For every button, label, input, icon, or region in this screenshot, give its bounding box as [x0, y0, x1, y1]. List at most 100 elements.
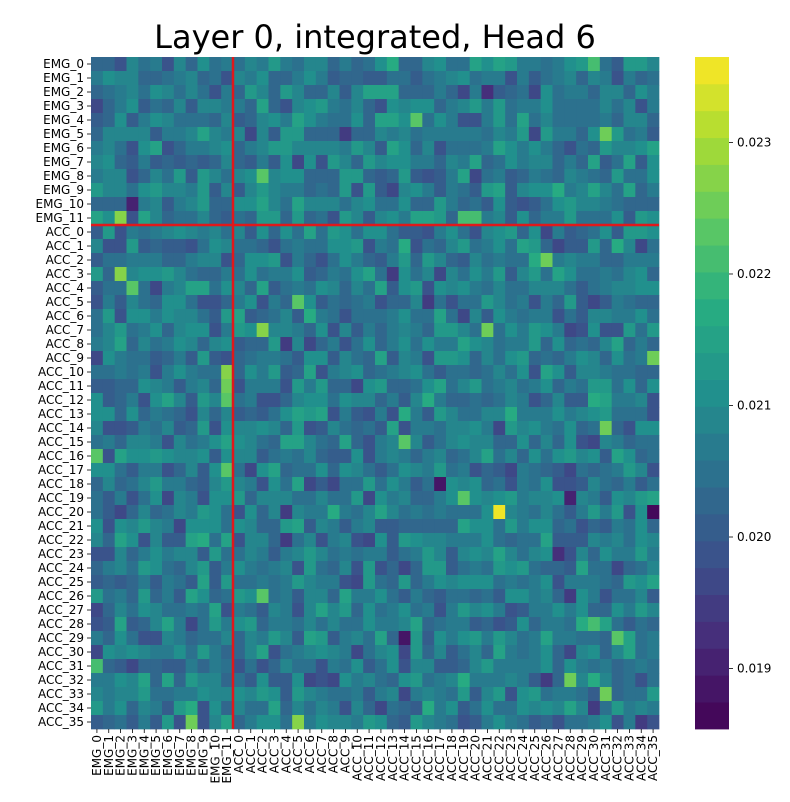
heatmap-cell — [611, 631, 624, 646]
heatmap-cell — [126, 687, 139, 702]
heatmap-cell — [339, 169, 352, 184]
heatmap-cell — [564, 645, 577, 660]
heatmap-cell — [422, 421, 435, 436]
heatmap-cell — [599, 211, 613, 226]
heatmap-cell — [576, 603, 589, 618]
heatmap-cell — [268, 253, 281, 268]
heatmap-cell — [150, 225, 163, 240]
heatmap-cell — [623, 267, 636, 282]
heatmap-cell — [457, 715, 471, 730]
heatmap-cell — [363, 169, 376, 184]
heatmap-cell — [185, 687, 198, 702]
y-tick-label: ACC_14 — [38, 421, 84, 435]
heatmap-cell — [91, 281, 104, 296]
heatmap-cell — [221, 267, 234, 282]
heatmap-cell — [576, 407, 589, 422]
heatmap-cell — [363, 183, 376, 198]
heatmap-cell — [434, 505, 447, 520]
heatmap-cell — [434, 435, 447, 450]
heatmap-cell — [351, 99, 364, 114]
heatmap-cell — [209, 533, 222, 548]
heatmap-cell — [233, 99, 246, 114]
heatmap-cell — [209, 505, 222, 520]
heatmap-cell — [256, 645, 269, 660]
heatmap-cell — [647, 57, 660, 72]
heatmap-cell — [244, 337, 258, 352]
heatmap-cell — [268, 561, 281, 576]
heatmap-cell — [588, 295, 601, 310]
heatmap-cell — [185, 603, 198, 618]
heatmap-cell — [635, 603, 648, 618]
heatmap-cell — [256, 309, 269, 324]
heatmap-cell — [611, 253, 624, 268]
heatmap-cell — [469, 155, 482, 170]
heatmap-cell — [505, 225, 518, 240]
heatmap-cell — [564, 463, 577, 478]
heatmap-cell — [339, 463, 352, 478]
heatmap-cell — [635, 505, 648, 520]
heatmap-cell — [268, 211, 281, 226]
heatmap-cell — [375, 491, 388, 506]
heatmap-cell — [244, 365, 258, 380]
heatmap-cell — [564, 407, 577, 422]
y-tick-labels: EMG_0EMG_1EMG_2EMG_3EMG_4EMG_5EMG_6EMG_7… — [35, 57, 91, 729]
heatmap-cell — [209, 295, 222, 310]
heatmap-cell — [611, 477, 624, 492]
heatmap-cell — [114, 169, 127, 184]
heatmap-cell — [315, 701, 329, 716]
heatmap-cell — [386, 379, 400, 394]
heatmap-cell — [126, 519, 139, 534]
heatmap-cell — [173, 85, 187, 100]
heatmap-cell — [386, 183, 400, 198]
heatmap-cell — [552, 491, 565, 506]
heatmap-cell — [410, 155, 423, 170]
heatmap-cell — [540, 239, 553, 254]
heatmap-cell — [244, 379, 258, 394]
heatmap-cell — [363, 659, 376, 674]
heatmap-cell — [268, 295, 281, 310]
colorbar-segment — [695, 164, 729, 192]
heatmap-cell — [292, 281, 305, 296]
heatmap-cell — [244, 71, 258, 86]
heatmap-cell — [434, 477, 447, 492]
heatmap-cell — [185, 197, 198, 212]
heatmap-cell — [611, 141, 624, 156]
heatmap-cell — [576, 113, 589, 128]
heatmap-cell — [233, 365, 246, 380]
heatmap-cell — [588, 575, 601, 590]
heatmap-cell — [327, 253, 340, 268]
heatmap-cell — [611, 225, 624, 240]
heatmap-cell — [457, 687, 471, 702]
heatmap-cell — [197, 659, 210, 674]
heatmap-cell — [386, 449, 400, 464]
heatmap-cell — [138, 631, 151, 646]
heatmap-cell — [588, 435, 601, 450]
heatmap-cell — [209, 435, 222, 450]
heatmap-cell — [505, 491, 518, 506]
heatmap-cell — [552, 351, 565, 366]
heatmap-cell — [268, 155, 281, 170]
heatmap-cell — [446, 197, 459, 212]
heatmap-cell — [351, 267, 364, 282]
heatmap-cell — [256, 561, 269, 576]
heatmap-cell — [221, 407, 234, 422]
heatmap-cell — [576, 225, 589, 240]
heatmap-cell — [363, 211, 376, 226]
heatmap-cell — [315, 631, 329, 646]
heatmap-cell — [564, 617, 577, 632]
heatmap-cell — [315, 379, 329, 394]
heatmap-cell — [185, 631, 198, 646]
heatmap-cell — [339, 71, 352, 86]
heatmap-cell — [422, 351, 435, 366]
heatmap-cell — [398, 253, 411, 268]
heatmap-cell — [138, 379, 151, 394]
heatmap-cell — [375, 323, 388, 338]
heatmap-cell — [304, 589, 317, 604]
heatmap-cell — [564, 169, 577, 184]
heatmap-cell — [528, 127, 542, 142]
heatmap-cell — [611, 197, 624, 212]
heatmap-cell — [327, 323, 340, 338]
heatmap-cell — [398, 575, 411, 590]
heatmap-cell — [339, 449, 352, 464]
heatmap-cell — [351, 687, 364, 702]
